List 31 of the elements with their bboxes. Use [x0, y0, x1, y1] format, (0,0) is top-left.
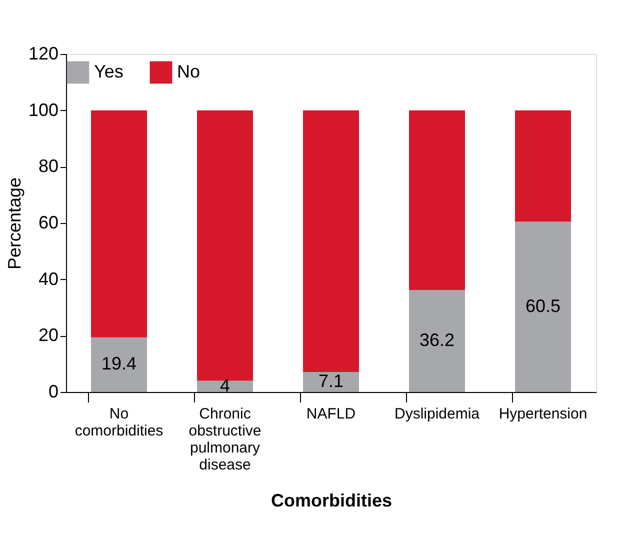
x-tick-label: Dyslipidemia: [394, 406, 480, 422]
x-tick-label: Chronic obstructive pulmonary disease: [188, 406, 262, 474]
data-label: 60.5: [525, 296, 561, 316]
bar: [515, 222, 571, 392]
y-tick-label: 60: [38, 212, 58, 232]
bar: [303, 372, 359, 392]
y-axis-title: Percentage: [4, 177, 24, 270]
data-label: 19.4: [101, 354, 137, 374]
legend-label: Yes: [94, 61, 124, 82]
y-tick-label: 80: [38, 156, 58, 176]
bar: [409, 290, 465, 392]
bar: [91, 337, 147, 392]
y-tick-label: 20: [38, 325, 58, 346]
data-label: 36.2: [419, 330, 455, 350]
data-label: 4: [220, 375, 230, 396]
x-tick-label: No comorbidities: [74, 406, 164, 440]
legend-label: No: [177, 61, 200, 82]
bar: [197, 380, 253, 392]
y-tick-label: 0: [48, 382, 58, 402]
bar: [409, 110, 465, 290]
bar: [303, 110, 359, 372]
data-label: 7.1: [318, 371, 344, 391]
y-tick-label: 40: [38, 268, 58, 289]
bar: [91, 110, 147, 338]
x-axis-title: Comorbidities: [270, 490, 392, 510]
x-tick-label: Hypertension: [498, 406, 588, 422]
y-tick-label: 120: [28, 44, 58, 64]
x-tick-label: NAFLD: [306, 406, 356, 422]
y-tick-label: 100: [28, 100, 58, 120]
bar: [515, 110, 571, 222]
bar: [197, 110, 253, 381]
